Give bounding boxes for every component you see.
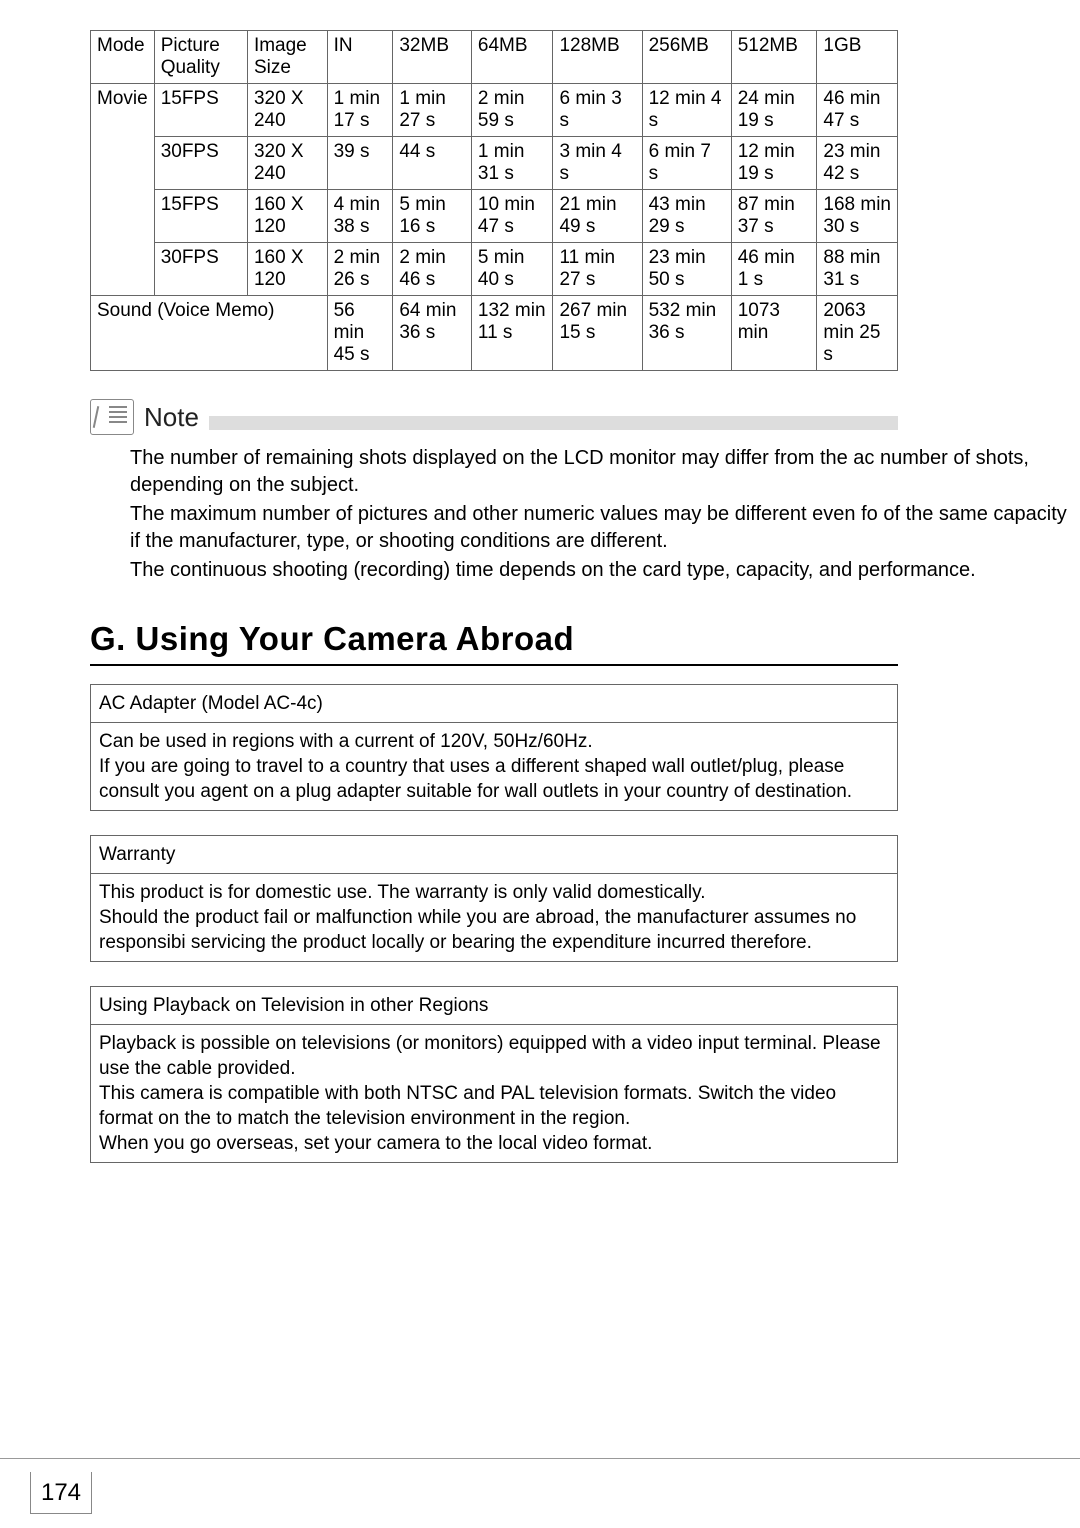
cell: 2 min 59 s <box>471 84 553 137</box>
col-512: 512MB <box>731 31 817 84</box>
note-body: The number of remaining shots displayed … <box>130 445 1070 584</box>
cell: 11 min 27 s <box>553 243 642 296</box>
cell: 6 min 3 s <box>553 84 642 137</box>
box-ac-adapter: AC Adapter (Model AC-4c) Can be used in … <box>90 684 898 811</box>
note-p3: The continuous shooting (recording) time… <box>130 557 1070 584</box>
box-title: Warranty <box>91 836 898 874</box>
cell: 23 min 42 s <box>817 137 898 190</box>
cell: 1 min 27 s <box>393 84 472 137</box>
cell: 320 X 240 <box>247 137 327 190</box>
cell: 4 min 38 s <box>327 190 393 243</box>
col-32: 32MB <box>393 31 472 84</box>
cell: 1073 min <box>731 296 817 371</box>
cell: 2 min 26 s <box>327 243 393 296</box>
cell: 1 min 17 s <box>327 84 393 137</box>
cell: 15FPS <box>154 190 247 243</box>
section-heading: G. Using Your Camera Abroad <box>90 620 1080 658</box>
note-p2: The maximum number of pictures and other… <box>130 501 1070 555</box>
cell: 12 min 19 s <box>731 137 817 190</box>
cell: 267 min 15 s <box>553 296 642 371</box>
cell: 46 min 47 s <box>817 84 898 137</box>
cell: 6 min 7 s <box>642 137 731 190</box>
page-number: 174 <box>30 1472 92 1514</box>
note-header: Note <box>90 399 898 435</box>
note-shade <box>209 416 898 430</box>
cell: 23 min 50 s <box>642 243 731 296</box>
cell: 12 min 4 s <box>642 84 731 137</box>
cell: 56 min 45 s <box>327 296 393 371</box>
cell: 320 X 240 <box>247 84 327 137</box>
box-body: Playback is possible on televisions (or … <box>91 1025 898 1163</box>
cell: 1 min 31 s <box>471 137 553 190</box>
note-label: Note <box>144 402 199 433</box>
col-size: Image Size <box>247 31 327 84</box>
col-in: IN <box>327 31 393 84</box>
cell: Sound (Voice Memo) <box>91 296 328 371</box>
cell: 24 min 19 s <box>731 84 817 137</box>
cell: 64 min 36 s <box>393 296 472 371</box>
col-1gb: 1GB <box>817 31 898 84</box>
recording-time-table: Mode Picture Quality Image Size IN 32MB … <box>90 30 898 371</box>
cell: 5 min 40 s <box>471 243 553 296</box>
cell: 168 min 30 s <box>817 190 898 243</box>
cell: 132 min 11 s <box>471 296 553 371</box>
cell: 46 min 1 s <box>731 243 817 296</box>
col-pq: Picture Quality <box>154 31 247 84</box>
cell: 39 s <box>327 137 393 190</box>
cell: 160 X 120 <box>247 190 327 243</box>
box-tv-playback: Using Playback on Television in other Re… <box>90 986 898 1163</box>
cell: 160 X 120 <box>247 243 327 296</box>
col-256: 256MB <box>642 31 731 84</box>
cell: 2 min 46 s <box>393 243 472 296</box>
cell: 10 min 47 s <box>471 190 553 243</box>
cell: 87 min 37 s <box>731 190 817 243</box>
box-title: AC Adapter (Model AC-4c) <box>91 685 898 723</box>
cell: 3 min 4 s <box>553 137 642 190</box>
cell: 30FPS <box>154 137 247 190</box>
box-warranty: Warranty This product is for domestic us… <box>90 835 898 962</box>
cell: 44 s <box>393 137 472 190</box>
box-title: Using Playback on Television in other Re… <box>91 987 898 1025</box>
col-mode: Mode <box>91 31 155 84</box>
cell: 532 min 36 s <box>642 296 731 371</box>
cell: 30FPS <box>154 243 247 296</box>
note-icon <box>90 399 134 435</box>
cell: Movie <box>91 84 155 296</box>
cell: 15FPS <box>154 84 247 137</box>
note-p1: The number of remaining shots displayed … <box>130 445 1070 499</box>
section-rule <box>90 664 898 666</box>
cell: 2063 min 25 s <box>817 296 898 371</box>
cell: 43 min 29 s <box>642 190 731 243</box>
footer: 174 <box>0 1458 1080 1528</box>
col-64: 64MB <box>471 31 553 84</box>
col-128: 128MB <box>553 31 642 84</box>
box-body: This product is for domestic use. The wa… <box>91 874 898 962</box>
box-body: Can be used in regions with a current of… <box>91 723 898 811</box>
cell: 88 min 31 s <box>817 243 898 296</box>
cell: 5 min 16 s <box>393 190 472 243</box>
cell: 21 min 49 s <box>553 190 642 243</box>
